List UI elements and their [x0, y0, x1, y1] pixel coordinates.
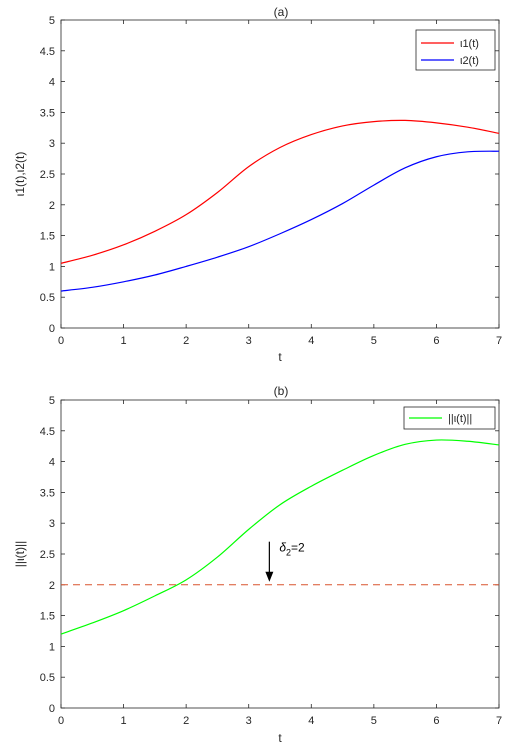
panel-a-ticks: 0 1 2 3 4 5 6 7 0 0.5 1 1.5 2 2.5 3 3.5 4 4.5 5 — [40, 15, 502, 347]
panel-a: (a) 0 1 2 3 4 5 6 7 0 0.5 1 1.5 2 2.5 3 3.5 4 4.5 5 t ι1(t… — [13, 5, 502, 364]
panel-b-series — [60, 439, 500, 635]
y-tick-label: 0 — [49, 703, 55, 715]
x-tick-label: 1 — [121, 715, 127, 727]
y-tick-label: 3.5 — [40, 107, 55, 119]
y-tick-label: 1.5 — [40, 231, 55, 243]
panel-a-legend-box — [415, 29, 496, 71]
panel-b-legend-box — [403, 406, 496, 430]
y-tick-label: 4 — [49, 77, 55, 89]
panel-a-legend: ι1(t) ι2(t) — [415, 29, 496, 71]
panel-a-ylabel: ι1(t),ι2(t) — [13, 152, 27, 197]
series-line-0 — [60, 119, 500, 264]
panel-a-series — [60, 119, 500, 292]
x-tick-label: 0 — [58, 335, 64, 347]
x-tick-label: 7 — [496, 715, 502, 727]
y-tick-label: 3.5 — [40, 487, 55, 499]
x-tick-label: 4 — [308, 335, 314, 347]
y-tick-label: 5 — [49, 395, 55, 407]
panel-a-title: (a) — [274, 5, 289, 19]
panel-b-xlabel: t — [278, 731, 282, 745]
series-line-1 — [60, 150, 500, 292]
x-tick-label: 2 — [183, 335, 189, 347]
legend-label-iota1: ι1(t) — [460, 38, 479, 50]
y-tick-label: 4.5 — [40, 46, 55, 58]
x-tick-label: 1 — [121, 335, 127, 347]
x-tick-label: 5 — [371, 335, 377, 347]
y-tick-label: 0 — [49, 323, 55, 335]
panel-b: (b) 0 1 2 3 4 5 6 7 0 0.5 1 1.5 2 2.5 3 3.5 4 4.5 5 δ2=2 t… — [13, 384, 502, 745]
x-tick-label: 0 — [58, 715, 64, 727]
panel-b-ticks: 0 1 2 3 4 5 6 7 0 0.5 1 1.5 2 2.5 3 3.5 4 4.5 5 — [40, 395, 502, 727]
y-tick-label: 1 — [49, 641, 55, 653]
x-tick-label: 4 — [308, 715, 314, 727]
panel-b-annotation: δ2=2 — [265, 541, 305, 582]
y-tick-label: 2.5 — [40, 169, 55, 181]
x-tick-label: 6 — [433, 335, 439, 347]
y-tick-label: 4 — [49, 457, 55, 469]
y-tick-label: 2.5 — [40, 549, 55, 561]
y-tick-label: 3 — [49, 138, 55, 150]
panel-b-ylabel: ||ι(t)|| — [13, 541, 27, 567]
x-tick-label: 3 — [246, 715, 252, 727]
y-tick-label: 0.5 — [40, 672, 55, 684]
x-tick-label: 7 — [496, 335, 502, 347]
y-tick-label: 1.5 — [40, 611, 55, 623]
panel-a-xlabel: t — [278, 350, 282, 364]
annotation-label: δ2=2 — [279, 541, 305, 558]
x-tick-label: 5 — [371, 715, 377, 727]
x-tick-label: 6 — [433, 715, 439, 727]
y-tick-label: 0.5 — [40, 292, 55, 304]
y-tick-label: 5 — [49, 15, 55, 27]
legend-label-iota2: ι2(t) — [460, 55, 479, 67]
y-tick-label: 1 — [49, 261, 55, 273]
y-tick-label: 3 — [49, 518, 55, 530]
annotation-arrow-head — [265, 571, 274, 582]
legend-label-norm: ||ι(t)|| — [448, 413, 472, 425]
y-tick-label: 4.5 — [40, 426, 55, 438]
x-tick-label: 3 — [246, 335, 252, 347]
y-tick-label: 2 — [49, 200, 55, 212]
series-line-0 — [60, 439, 500, 635]
panel-b-title: (b) — [274, 384, 289, 398]
y-tick-label: 2 — [49, 580, 55, 592]
x-tick-label: 2 — [183, 715, 189, 727]
panel-b-legend: ||ι(t)|| — [403, 406, 496, 430]
